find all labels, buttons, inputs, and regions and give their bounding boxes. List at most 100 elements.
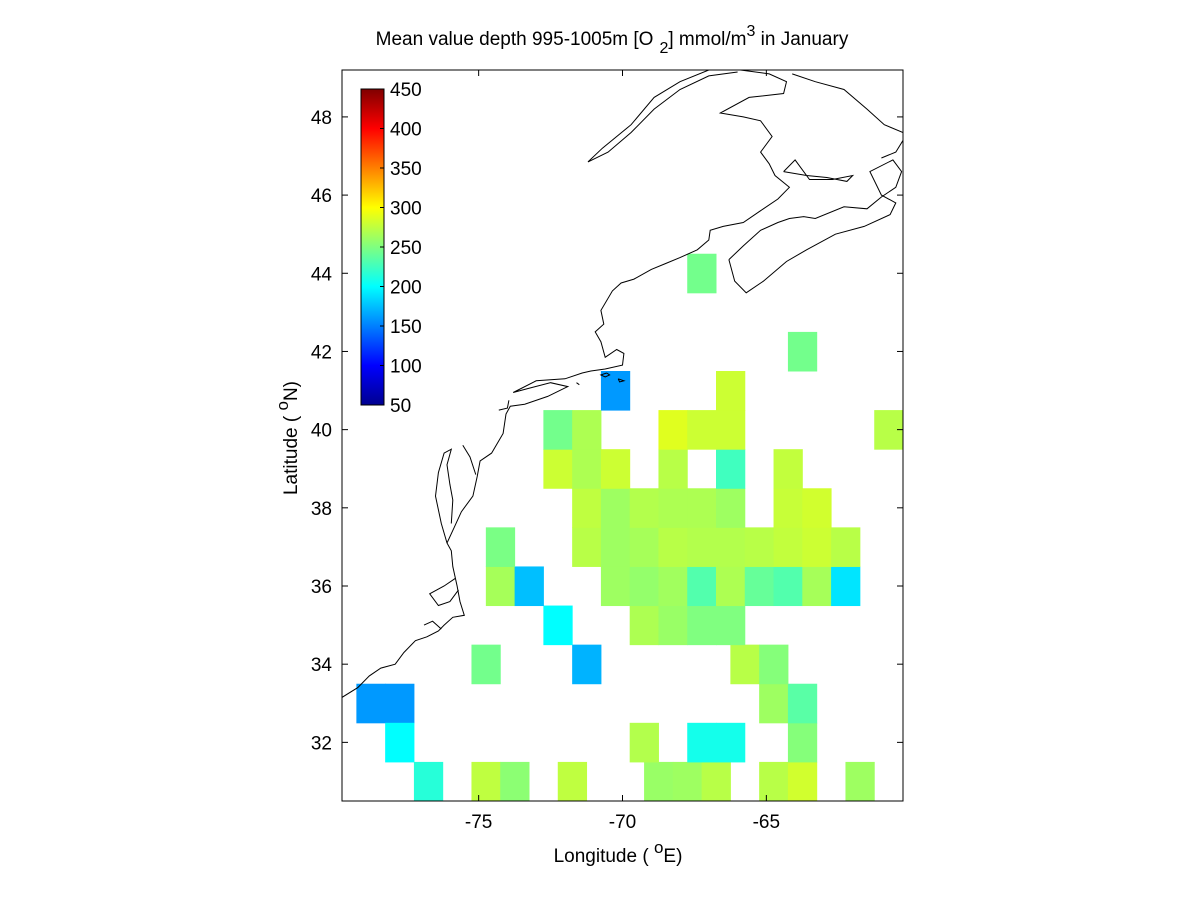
heatmap-cell <box>600 566 631 607</box>
heatmap-cell <box>629 488 659 528</box>
heatmap-cell <box>831 527 861 567</box>
heatmap-cell <box>730 644 760 685</box>
heatmap-cell <box>572 449 602 489</box>
heatmap-cell <box>658 449 688 489</box>
y-tick-label: 46 <box>311 186 332 207</box>
heatmap-cell <box>759 644 789 685</box>
coastline <box>498 400 510 411</box>
y-axis-label: Latitude ( oN) <box>273 381 302 495</box>
coastline <box>728 159 903 294</box>
heatmap-cell <box>600 371 631 411</box>
title-superscript: 3 <box>746 23 755 40</box>
colorbar: 50 100 150 200 250 300 350 400 450 <box>360 80 422 417</box>
heatmap-cell <box>759 683 789 724</box>
heatmap-cell <box>687 253 717 294</box>
heatmap-cells <box>356 253 903 801</box>
heatmap-cell <box>687 566 717 607</box>
coastline <box>783 159 855 182</box>
y-tick-label: 34 <box>311 655 333 676</box>
heatmap-cell <box>629 527 659 567</box>
heatmap-cell <box>385 683 415 724</box>
y-axis-label-superscript: o <box>273 401 292 410</box>
heatmap-cell <box>413 761 444 801</box>
coastline <box>423 620 442 630</box>
colorbar-tick-label: 100 <box>390 357 422 378</box>
heatmap-cell <box>716 527 746 567</box>
colorbar-tick-label: 200 <box>390 278 422 299</box>
heatmap-cell <box>744 566 775 607</box>
y-tick-label: 32 <box>311 733 332 754</box>
heatmap-cell <box>471 644 501 685</box>
heatmap-cell <box>658 605 688 646</box>
heatmap-cell <box>787 761 818 801</box>
heatmap-cell <box>471 761 501 801</box>
heatmap-cell <box>658 488 688 528</box>
coastline <box>576 382 580 386</box>
heatmap-cell <box>629 722 659 763</box>
coastline <box>462 445 477 475</box>
heatmap-cell <box>759 761 789 801</box>
colorbar-tick-label: 50 <box>390 396 411 417</box>
heatmap-cell <box>716 449 746 489</box>
heatmap-cell <box>716 566 746 607</box>
heatmap-cell <box>572 527 602 567</box>
heatmap-cell <box>787 683 818 724</box>
heatmap-cell <box>687 410 717 450</box>
heatmap-cell <box>600 527 631 567</box>
heatmap-cell <box>773 566 803 607</box>
heatmap-cell <box>672 761 703 801</box>
heatmap-cell <box>600 449 631 489</box>
y-tick-label: 44 <box>311 264 333 285</box>
heatmap-cell <box>845 761 875 801</box>
heatmap-cell <box>716 722 746 763</box>
title-mid: ] mmol/m <box>668 29 746 50</box>
chart-title: Mean value depth 995-1005m [O 2] mmol/m3 … <box>376 23 849 57</box>
heatmap-cell <box>572 488 602 528</box>
heatmap-cell <box>543 410 573 450</box>
heatmap-cell <box>629 605 659 646</box>
coastline <box>428 577 459 607</box>
heatmap-cell <box>716 371 746 411</box>
chart-title-text: Mean value depth 995-1005m [O 2] mmol/m3 … <box>376 23 849 57</box>
heatmap-cell <box>658 527 688 567</box>
heatmap-cell <box>716 488 746 528</box>
x-axis-ticks: -75 -70 -65 <box>465 70 780 833</box>
coastline <box>587 71 738 163</box>
y-axis-label-prefix: Latitude ( <box>281 411 302 496</box>
heatmap-cell <box>572 644 602 685</box>
x-tick-label: -70 <box>609 812 636 833</box>
colorbar-tick-label: 400 <box>390 120 422 141</box>
y-tick-label: 40 <box>311 421 332 442</box>
colorbar-gradient <box>361 89 384 405</box>
heatmap-cell <box>687 488 717 528</box>
x-axis-label: Longitude ( oE) <box>554 838 683 867</box>
heatmap-cell <box>500 761 530 801</box>
heatmap-cell <box>787 722 818 763</box>
coastline <box>434 448 454 544</box>
x-tick-label: -65 <box>753 812 780 833</box>
heatmap-cell <box>701 761 731 801</box>
y-axis-ticks: 32 34 36 38 40 42 44 46 48 <box>311 108 903 754</box>
y-tick-label: 38 <box>311 499 332 520</box>
heatmap-cell <box>356 683 386 724</box>
y-tick-label: 36 <box>311 577 332 598</box>
heatmap-cell <box>629 566 659 607</box>
heatmap-cell <box>802 488 832 528</box>
heatmap-cell <box>687 527 717 567</box>
heatmap-cell <box>802 527 832 567</box>
heatmap-cell <box>744 527 775 567</box>
heatmap-cell <box>658 566 688 607</box>
heatmap-cell <box>600 488 631 528</box>
coastline <box>792 73 903 133</box>
heatmap-cell <box>773 488 803 528</box>
heatmap-cell <box>644 761 674 801</box>
x-axis-label-superscript: o <box>654 838 663 857</box>
heatmap-cell <box>485 527 516 567</box>
heatmap-cell <box>485 566 516 607</box>
coastline-layer <box>342 70 903 698</box>
coastline <box>617 378 626 383</box>
heatmap-cell <box>773 527 803 567</box>
heatmap-cell <box>658 410 688 450</box>
heatmap-cell <box>831 566 861 607</box>
